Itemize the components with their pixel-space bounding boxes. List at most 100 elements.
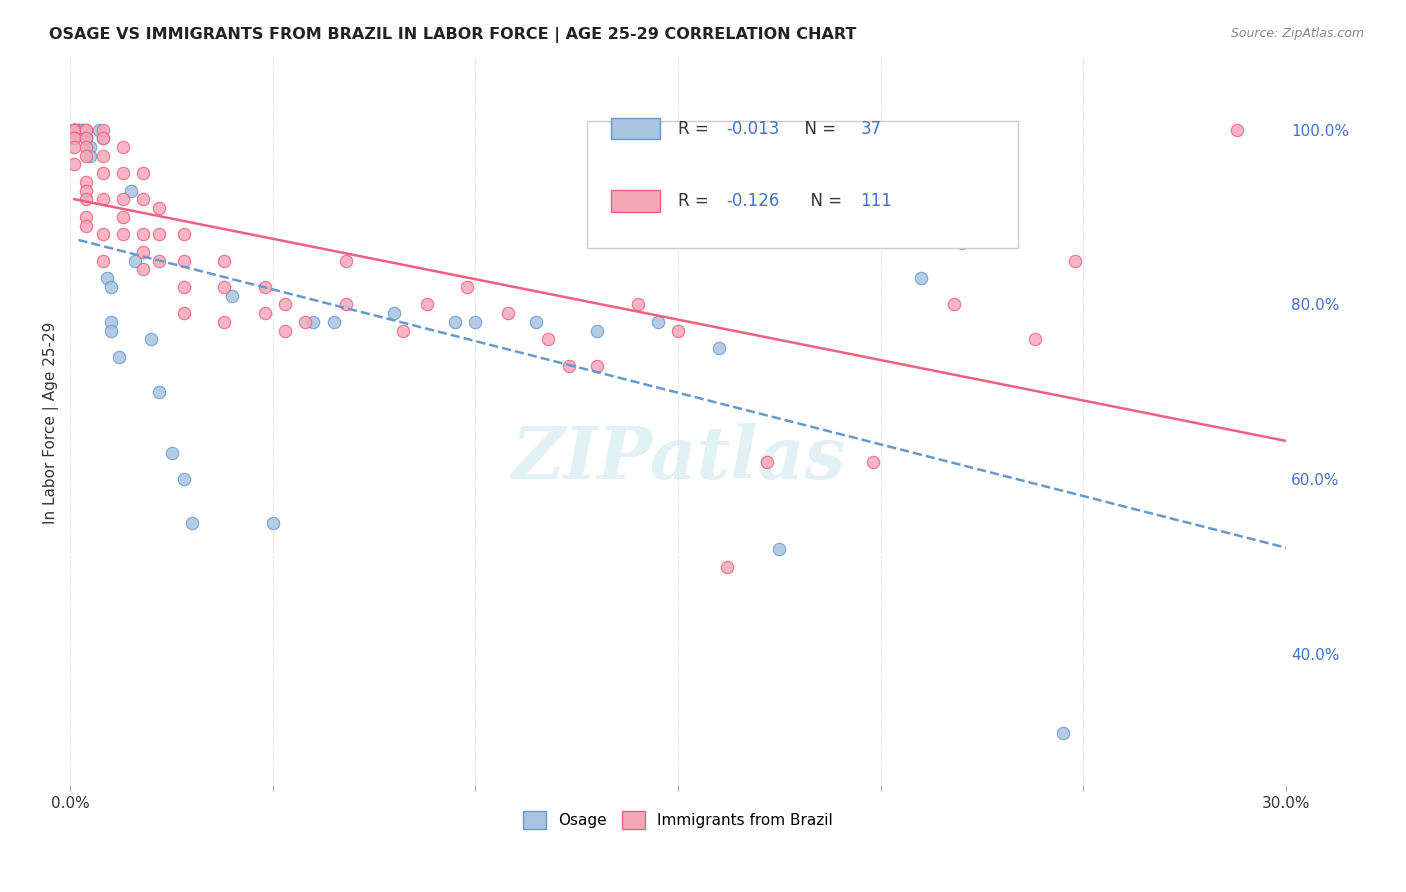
Point — [75, 175, 97, 189]
Point — [173, 472, 195, 486]
Point — [132, 193, 155, 207]
Point — [72, 122, 94, 136]
Point — [148, 201, 170, 215]
Point — [524, 315, 547, 329]
Point — [464, 315, 486, 329]
Point — [160, 446, 183, 460]
Point — [496, 306, 519, 320]
Point — [63, 122, 86, 136]
Point — [96, 271, 118, 285]
Point — [91, 193, 114, 207]
Point — [173, 280, 195, 294]
Point — [384, 306, 406, 320]
Point — [444, 315, 467, 329]
Text: Source: ZipAtlas.com: Source: ZipAtlas.com — [1230, 27, 1364, 40]
Point — [391, 324, 413, 338]
Point — [91, 131, 114, 145]
Point — [91, 166, 114, 180]
Point — [294, 315, 316, 329]
Point — [942, 297, 965, 311]
Legend: Osage, Immigrants from Brazil: Osage, Immigrants from Brazil — [517, 805, 839, 836]
Point — [91, 131, 114, 145]
Point — [75, 122, 97, 136]
Point — [63, 131, 86, 145]
Point — [132, 244, 155, 259]
Point — [100, 280, 122, 294]
Point — [75, 219, 97, 233]
Y-axis label: In Labor Force | Age 25-29: In Labor Force | Age 25-29 — [44, 321, 59, 524]
Point — [132, 166, 155, 180]
Text: -0.013: -0.013 — [727, 120, 780, 137]
Point — [626, 297, 648, 311]
Point — [124, 253, 146, 268]
Text: 37: 37 — [860, 120, 882, 137]
Point — [862, 455, 884, 469]
Point — [91, 122, 114, 136]
Point — [586, 324, 609, 338]
Point — [173, 306, 195, 320]
Text: 111: 111 — [860, 192, 893, 211]
Point — [108, 350, 131, 364]
Point — [456, 280, 478, 294]
Text: -0.126: -0.126 — [727, 192, 780, 211]
Text: R =: R = — [678, 192, 714, 211]
Point — [75, 140, 97, 154]
Point — [111, 227, 134, 242]
Point — [91, 227, 114, 242]
Point — [63, 122, 86, 136]
Point — [120, 184, 142, 198]
Point — [79, 149, 101, 163]
Text: N =: N = — [800, 192, 846, 211]
Point — [557, 359, 579, 373]
Point — [91, 253, 114, 268]
Point — [148, 227, 170, 242]
Point — [63, 122, 86, 136]
Point — [666, 324, 689, 338]
Point — [253, 280, 276, 294]
Point — [173, 227, 195, 242]
Point — [79, 140, 101, 154]
Point — [87, 122, 110, 136]
Point — [212, 253, 235, 268]
Point — [212, 280, 235, 294]
Point — [180, 516, 202, 530]
Point — [768, 542, 790, 557]
Point — [75, 184, 97, 198]
Point — [100, 315, 122, 329]
Text: N =: N = — [793, 120, 841, 137]
Point — [274, 297, 297, 311]
Point — [302, 315, 325, 329]
Point — [75, 193, 97, 207]
Point — [63, 122, 86, 136]
Point — [63, 122, 86, 136]
Point — [63, 157, 86, 171]
Point — [707, 341, 730, 355]
FancyBboxPatch shape — [612, 190, 659, 212]
Point — [67, 122, 90, 136]
Point — [1024, 332, 1046, 346]
Point — [63, 131, 86, 145]
Text: R =: R = — [678, 120, 714, 137]
FancyBboxPatch shape — [612, 118, 659, 139]
Point — [67, 122, 90, 136]
Text: ZIPatlas: ZIPatlas — [510, 423, 845, 494]
Point — [1226, 122, 1249, 136]
Point — [72, 122, 94, 136]
Point — [950, 236, 973, 251]
Point — [416, 297, 439, 311]
Point — [75, 131, 97, 145]
Point — [67, 122, 90, 136]
Point — [756, 455, 779, 469]
Point — [274, 324, 297, 338]
Point — [586, 359, 609, 373]
Point — [647, 315, 669, 329]
Point — [335, 253, 357, 268]
Point — [141, 332, 163, 346]
Point — [75, 122, 97, 136]
Point — [111, 210, 134, 224]
Point — [212, 315, 235, 329]
Point — [322, 315, 344, 329]
Point — [253, 306, 276, 320]
Point — [537, 332, 560, 346]
FancyBboxPatch shape — [586, 121, 1018, 248]
